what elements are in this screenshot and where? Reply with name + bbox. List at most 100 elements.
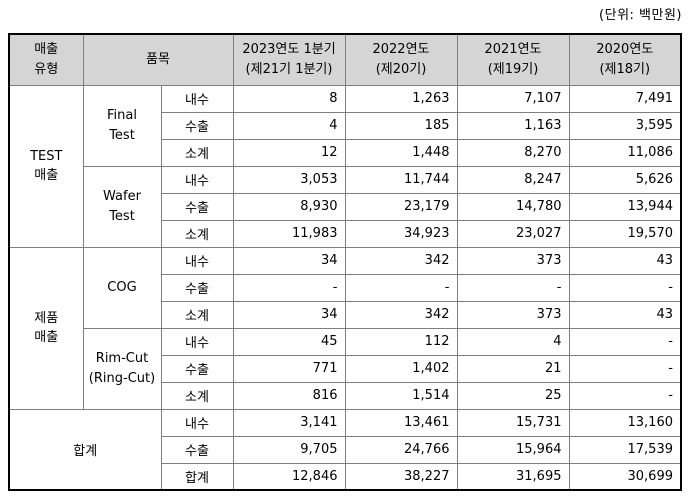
header-period-2023: 2023연도 1분기 (제21기 1분기): [232, 33, 346, 86]
value-cell: 5,626: [568, 165, 682, 194]
table-row: Wafer Test 내수 3,053 11,744 8,247 5,626: [9, 165, 682, 248]
value-cell: 15,964: [456, 435, 570, 464]
value-cell: 7,107: [456, 84, 570, 113]
product-label-rim-cut: Rim-Cut (Ring-Cut): [82, 327, 162, 410]
unit-label: (단위: 백만원): [599, 8, 682, 23]
table-row: 제품 매출 COG 내수 34 342 373 43: [8, 246, 682, 410]
row-label: 내수: [160, 327, 234, 356]
value-cell: 12,846: [232, 462, 346, 491]
row-label: 수출: [160, 273, 234, 302]
row-label: 소계: [160, 381, 234, 410]
value-cell: 11,983: [232, 219, 346, 248]
value-cell: 17,539: [568, 435, 682, 464]
table-row: 수출 4 185 1,163 3,595: [9, 111, 682, 140]
value-cell: 9,705: [232, 435, 346, 464]
value-cell: 112: [344, 327, 458, 356]
value-cell: 34: [232, 246, 346, 275]
value-cell: 34: [232, 300, 346, 329]
header-period-2020: 2020연도 (제18기): [568, 33, 682, 86]
value-cell: -: [456, 273, 570, 302]
value-cell: 4: [232, 111, 346, 140]
product-label-wafer-test: Wafer Test: [82, 165, 162, 248]
table-row: 수출 771 1,402 21 -: [9, 354, 682, 383]
value-cell: 23,179: [344, 192, 458, 221]
value-cell: 13,160: [568, 408, 682, 437]
value-cell: 1,163: [456, 111, 570, 140]
value-cell: 1,402: [344, 354, 458, 383]
value-cell: 3,595: [568, 111, 682, 140]
value-cell: 30,699: [568, 462, 682, 491]
value-cell: -: [568, 354, 682, 383]
value-cell: 34,923: [344, 219, 458, 248]
row-label: 내수: [160, 84, 234, 113]
value-cell: 4: [456, 327, 570, 356]
value-cell: 816: [232, 381, 346, 410]
value-cell: -: [568, 327, 682, 356]
table-row: 합계 12,846 38,227 31,695 30,699: [9, 462, 682, 491]
table-row: 소계 12 1,448 8,270 11,086: [9, 138, 682, 167]
sales-by-product-table: 매출 유형 품목 2023연도 1분기 (제21기 1분기) 2022연도 (제…: [8, 33, 682, 491]
row-label: 소계: [160, 138, 234, 167]
value-cell: 13,461: [344, 408, 458, 437]
value-cell: 23,027: [456, 219, 570, 248]
value-cell: 19,570: [568, 219, 682, 248]
header-item: 품목: [82, 33, 234, 86]
table-row: 소계 11,983 34,923 23,027 19,570: [9, 219, 682, 248]
table-row: Rim-Cut (Ring-Cut) 내수 45 112 4 -: [9, 327, 682, 410]
section-label-test: TEST 매출: [8, 84, 84, 248]
value-cell: 3,141: [232, 408, 346, 437]
table-row: 소계 34 342 373 43: [9, 300, 682, 329]
value-cell: 43: [568, 246, 682, 275]
value-cell: -: [568, 273, 682, 302]
row-label: 수출: [160, 435, 234, 464]
table-row: 합계 내수 3,141 13,461 15,731 13,160: [8, 408, 682, 491]
value-cell: 3,053: [232, 165, 346, 194]
value-cell: 13,944: [568, 192, 682, 221]
value-cell: 1,448: [344, 138, 458, 167]
header-period-2022: 2022연도 (제20기): [344, 33, 458, 86]
header-period-2021: 2021연도 (제19기): [456, 33, 570, 86]
value-cell: 8,247: [456, 165, 570, 194]
value-cell: 1,263: [344, 84, 458, 113]
row-label: 수출: [160, 354, 234, 383]
value-cell: 11,086: [568, 138, 682, 167]
value-cell: 15,731: [456, 408, 570, 437]
header-sales-type: 매출 유형: [8, 33, 84, 86]
value-cell: 8,270: [456, 138, 570, 167]
value-cell: 373: [456, 300, 570, 329]
value-cell: 373: [456, 246, 570, 275]
value-cell: 342: [344, 246, 458, 275]
row-label: 내수: [160, 165, 234, 194]
table-row: 수출 9,705 24,766 15,964 17,539: [9, 435, 682, 464]
total-label: 합계: [8, 408, 162, 491]
value-cell: -: [568, 381, 682, 410]
value-cell: 8: [232, 84, 346, 113]
value-cell: 38,227: [344, 462, 458, 491]
value-cell: 7,491: [568, 84, 682, 113]
value-cell: 11,744: [344, 165, 458, 194]
value-cell: 771: [232, 354, 346, 383]
table-row: TEST 매출 Final Test 내수 8 1,263 7,107 7,49…: [8, 84, 682, 248]
row-label: 수출: [160, 111, 234, 140]
value-cell: 31,695: [456, 462, 570, 491]
value-cell: 21: [456, 354, 570, 383]
value-cell: 25: [456, 381, 570, 410]
row-label: 소계: [160, 219, 234, 248]
value-cell: -: [344, 273, 458, 302]
product-label-cog: COG: [82, 246, 162, 329]
value-cell: 45: [232, 327, 346, 356]
value-cell: 8,930: [232, 192, 346, 221]
value-cell: -: [232, 273, 346, 302]
value-cell: 12: [232, 138, 346, 167]
row-label: 내수: [160, 408, 234, 437]
value-cell: 14,780: [456, 192, 570, 221]
row-label: 합계: [160, 462, 234, 491]
row-label: 수출: [160, 192, 234, 221]
header-row: 매출 유형 품목 2023연도 1분기 (제21기 1분기) 2022연도 (제…: [8, 33, 682, 86]
value-cell: 342: [344, 300, 458, 329]
row-label: 소계: [160, 300, 234, 329]
value-cell: 185: [344, 111, 458, 140]
value-cell: 1,514: [344, 381, 458, 410]
row-label: 내수: [160, 246, 234, 275]
